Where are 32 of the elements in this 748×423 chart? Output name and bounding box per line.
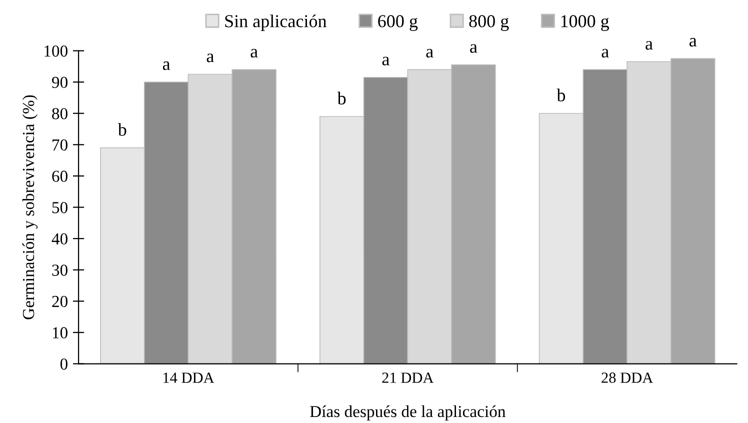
data-label: a bbox=[250, 48, 258, 58]
data-label: a bbox=[470, 44, 478, 53]
y-tick-label: 0 bbox=[60, 358, 68, 370]
data-label: a bbox=[690, 38, 697, 47]
x-tick-label: 21 DDA bbox=[382, 372, 434, 383]
data-label: b bbox=[337, 92, 346, 104]
x-axis-title: Días después de la aplicación bbox=[310, 405, 506, 421]
y-axis-title: Germinación y sobrevivencia (%) bbox=[22, 95, 38, 320]
data-label: a bbox=[646, 41, 653, 50]
y-tick-label: 10 bbox=[52, 327, 68, 338]
data-label: b bbox=[118, 123, 126, 136]
y-tick-label: 90 bbox=[52, 76, 68, 88]
data-label: b bbox=[556, 88, 566, 102]
y-tick-label: 100 bbox=[44, 45, 68, 57]
data-label: a bbox=[426, 48, 434, 58]
y-tick-label: 40 bbox=[52, 233, 68, 245]
data-label: a bbox=[162, 61, 170, 70]
legend-label: 800 g bbox=[469, 15, 509, 32]
y-tick-label: 50 bbox=[52, 202, 68, 214]
legend-label: 1000 g bbox=[561, 15, 610, 32]
x-tick-label: 14 DDA bbox=[163, 372, 214, 383]
y-tick-label: 30 bbox=[52, 264, 68, 276]
data-label: a bbox=[206, 54, 214, 62]
data-label: a bbox=[382, 56, 390, 66]
x-tick-label: 28 DDA bbox=[602, 372, 654, 383]
data-label: a bbox=[602, 48, 609, 58]
y-tick-label: 70 bbox=[52, 139, 68, 151]
y-tick-label: 80 bbox=[52, 108, 68, 120]
y-tick-label: 20 bbox=[52, 296, 68, 308]
legend-label: Sin aplicación bbox=[225, 14, 327, 31]
y-tick-label: 60 bbox=[52, 170, 68, 182]
legend-label: 600 g bbox=[378, 15, 418, 32]
